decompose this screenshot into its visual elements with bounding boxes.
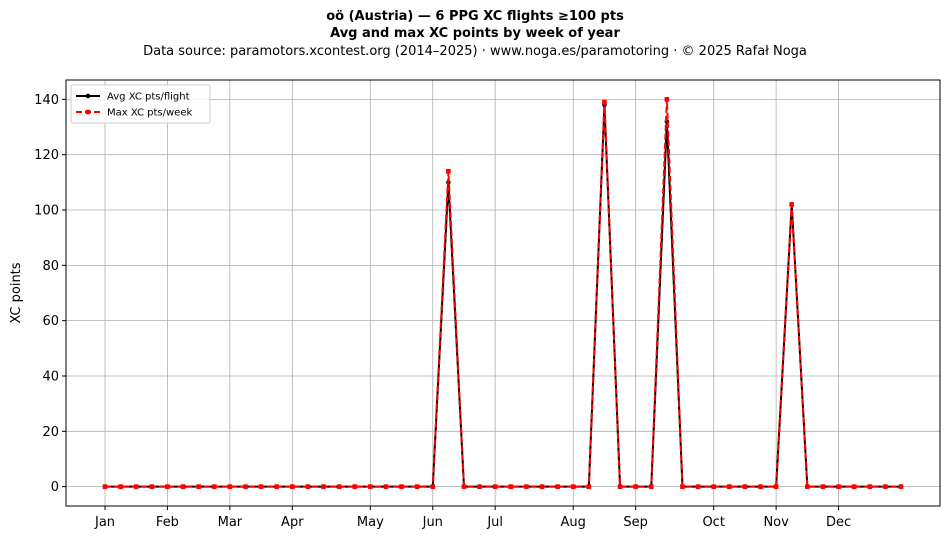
x-tick-label: Dec (826, 515, 851, 530)
data-point (227, 484, 233, 489)
y-tick-label: 140 (34, 93, 59, 108)
x-tick-label: Sep (623, 515, 648, 530)
x-tick-label: Jul (486, 515, 503, 530)
x-tick-label: May (357, 515, 384, 530)
data-point (290, 484, 295, 489)
data-point (570, 484, 576, 489)
series-line (105, 98, 901, 488)
data-point (243, 484, 248, 489)
data-point (321, 484, 326, 489)
data-point (648, 484, 654, 489)
x-tick-label: Apr (281, 515, 304, 530)
data-point (336, 484, 342, 489)
data-point (711, 484, 716, 489)
data-point (867, 484, 873, 489)
data-point (133, 484, 139, 489)
legend-label: Avg XC pts/flight (107, 92, 190, 103)
data-point (180, 484, 186, 489)
data-point (118, 484, 123, 489)
data-point (102, 484, 108, 489)
data-point (492, 484, 498, 489)
data-point (165, 484, 170, 489)
data-point (742, 484, 748, 489)
legend-swatch-marker (85, 93, 91, 99)
data-point (539, 484, 545, 489)
axes: 0 20 40 60 80 100 120 140 Jan Feb Mar Apr May Jun Jul A… (34, 93, 851, 530)
y-tick-label: 40 (42, 369, 59, 384)
x-tick-label: Jan (94, 515, 115, 530)
x-tick-label: Nov (763, 515, 789, 530)
data-point (414, 484, 420, 489)
data-point (820, 484, 826, 489)
data-point (758, 484, 763, 489)
plot-area-frame (65, 79, 941, 507)
data-point (898, 484, 904, 489)
data-point (602, 99, 607, 105)
y-tick-label: 80 (42, 259, 59, 274)
y-tick-label: 0 (51, 480, 59, 495)
data-point (149, 484, 155, 489)
legend-swatch-marker (85, 109, 91, 115)
data-point (789, 202, 795, 207)
series-line (105, 103, 901, 488)
data-point (633, 484, 638, 489)
y-tick-label: 100 (34, 204, 59, 219)
chart-title-block: oö (Austria) — 6 PPG XC flights ≥100 pts… (0, 8, 950, 60)
legend-frame (70, 84, 211, 124)
data-point (399, 484, 404, 489)
x-tick-label: Oct (702, 515, 724, 530)
data-point (368, 484, 373, 489)
data-point (524, 484, 529, 489)
y-tick-label: 20 (42, 425, 59, 440)
data-point (586, 484, 592, 489)
data-point (430, 484, 436, 489)
series-max (102, 97, 904, 489)
data-point (274, 484, 279, 489)
data-point (461, 484, 467, 489)
data-point (836, 484, 841, 489)
chart-subtitle: Avg and max XC points by week of year (330, 26, 620, 41)
y-tick-label: 120 (34, 148, 59, 163)
data-point (383, 484, 389, 489)
data-point (211, 484, 217, 489)
x-tick-label: Jun (422, 515, 443, 530)
data-point (305, 484, 311, 489)
data-point (446, 168, 451, 174)
data-point (617, 484, 623, 489)
data-point (258, 484, 264, 489)
data-point (805, 484, 810, 489)
data-point (477, 484, 482, 489)
grid (66, 80, 940, 506)
x-tick-label: Aug (561, 515, 586, 530)
data-point (352, 484, 358, 489)
data-point (508, 484, 514, 489)
data-source-note: Data source: paramotors.xcontest.org (20… (143, 44, 807, 59)
data-point (773, 484, 779, 489)
data-point (695, 484, 701, 489)
data-point (883, 484, 888, 489)
legend-label: Max XC pts/week (107, 108, 192, 119)
series-group (102, 97, 904, 489)
x-tick-label: Feb (156, 515, 179, 530)
y-tick-label: 60 (42, 314, 59, 329)
x-tick-label: Mar (218, 515, 243, 530)
data-point (680, 484, 685, 489)
chart-title: oö (Austria) — 6 PPG XC flights ≥100 pts (326, 9, 624, 24)
data-point (196, 484, 201, 489)
data-point (727, 484, 732, 489)
data-point (555, 484, 560, 489)
data-point (664, 97, 670, 102)
y-axis-label: XC points (9, 262, 24, 323)
legend: Avg XC pts/flight Max XC pts/week (70, 84, 211, 124)
data-point (851, 484, 857, 489)
